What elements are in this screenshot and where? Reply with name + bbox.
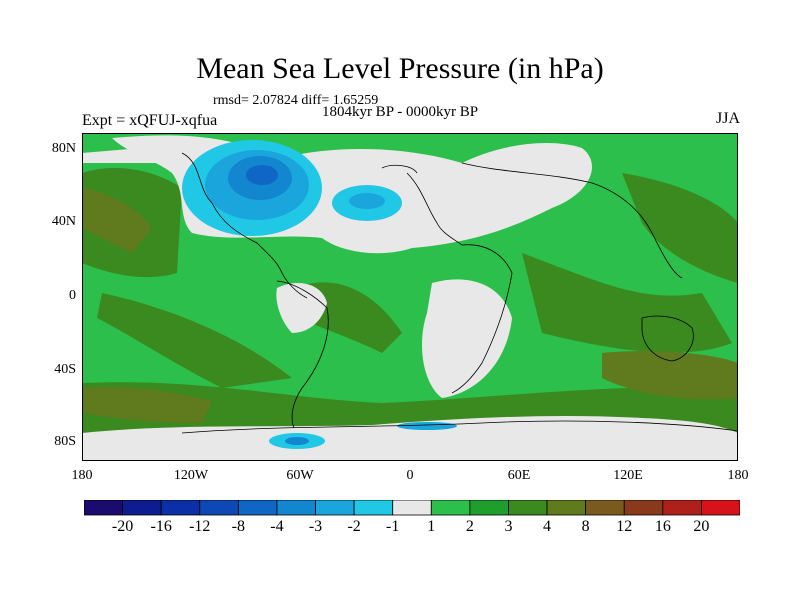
lon-label-60w: 60W [286, 468, 314, 483]
colorbar-box [160, 500, 201, 516]
colorbar-box [199, 500, 239, 516]
colorbar-box [84, 500, 123, 516]
colorbar-box [122, 500, 162, 516]
lon-label-60e: 60E [507, 468, 531, 483]
colorbar-label: 16 [654, 518, 671, 535]
lon-label-180e: 180 [727, 468, 749, 483]
experiment-label: Expt = xQFUJ-xqfua [82, 112, 218, 129]
colorbar-label: 1 [427, 518, 436, 535]
colorbar-box [353, 500, 394, 516]
colorbar-box [392, 500, 432, 516]
colorbar-label: -12 [189, 518, 211, 535]
neutral-antarctic [82, 415, 738, 461]
colorbar-label: -2 [347, 518, 361, 535]
lat-label-40s: 40S [54, 362, 76, 377]
colorbar-label: -20 [111, 518, 134, 535]
period-label: 1804kyr BP - 0000kyr BP [321, 104, 479, 120]
stats-label: rmsd= 2.07824 diff= 1.65259 [213, 93, 379, 108]
colorbar-label: 20 [693, 518, 710, 535]
colorbar-box [585, 500, 625, 516]
lon-label-120e: 120E [613, 468, 643, 483]
plot-title: Mean Sea Level Pressure (in hPa) [196, 52, 604, 85]
colorbar-label: -4 [270, 518, 284, 535]
pressure-map [82, 133, 738, 461]
map-border [82, 133, 738, 461]
colorbar-label: -3 [308, 518, 323, 535]
colorbar-box [430, 500, 471, 516]
band-indian-ocean [522, 253, 732, 353]
colorbar-box [276, 500, 316, 516]
lat-label-0: 0 [69, 288, 76, 303]
colorbar-box [546, 500, 587, 516]
colorbar-label: 8 [581, 518, 590, 535]
colorbar-label: -1 [386, 518, 400, 535]
colorbar-box [508, 500, 548, 516]
band-west-pacific [622, 173, 738, 283]
colorbar-box [469, 500, 509, 516]
lat-label-80s: 80S [54, 434, 76, 449]
colorbar-box [237, 500, 278, 516]
lat-label-40n: 40N [51, 214, 76, 229]
lat-label-80n: 80N [51, 141, 76, 156]
coastlines [181, 152, 738, 434]
neutral-south-america [276, 283, 327, 333]
season-label: JJA [715, 110, 740, 127]
band-southeast-pacific [97, 293, 292, 388]
low-north-america-deep [246, 165, 278, 185]
colorbar-label: -16 [150, 518, 172, 535]
lon-label-120w: 120W [173, 468, 209, 483]
colorbar-box [623, 500, 664, 516]
colorbar-box [315, 500, 355, 516]
colorbar-box [701, 500, 740, 516]
low-ross-sea [397, 422, 457, 430]
neutral-africa [422, 279, 512, 398]
lon-label-180w: 180 [71, 468, 93, 483]
colorbar-label: -8 [231, 518, 245, 535]
colorbar-label: 2 [465, 518, 474, 535]
low-antarctic-core [285, 437, 309, 445]
colorbar [84, 500, 740, 516]
band-subtropic-brown [82, 188, 152, 253]
band-south-indian-brown [602, 351, 738, 400]
colorbar-label: 3 [504, 518, 513, 535]
colorbar-label: 4 [543, 518, 552, 535]
lon-label-0: 0 [406, 468, 414, 483]
low-north-atlantic-core [349, 193, 385, 209]
colorbar-label: 12 [616, 518, 633, 535]
band-south-pacific-brown [82, 387, 212, 423]
colorbar-box [662, 500, 702, 516]
